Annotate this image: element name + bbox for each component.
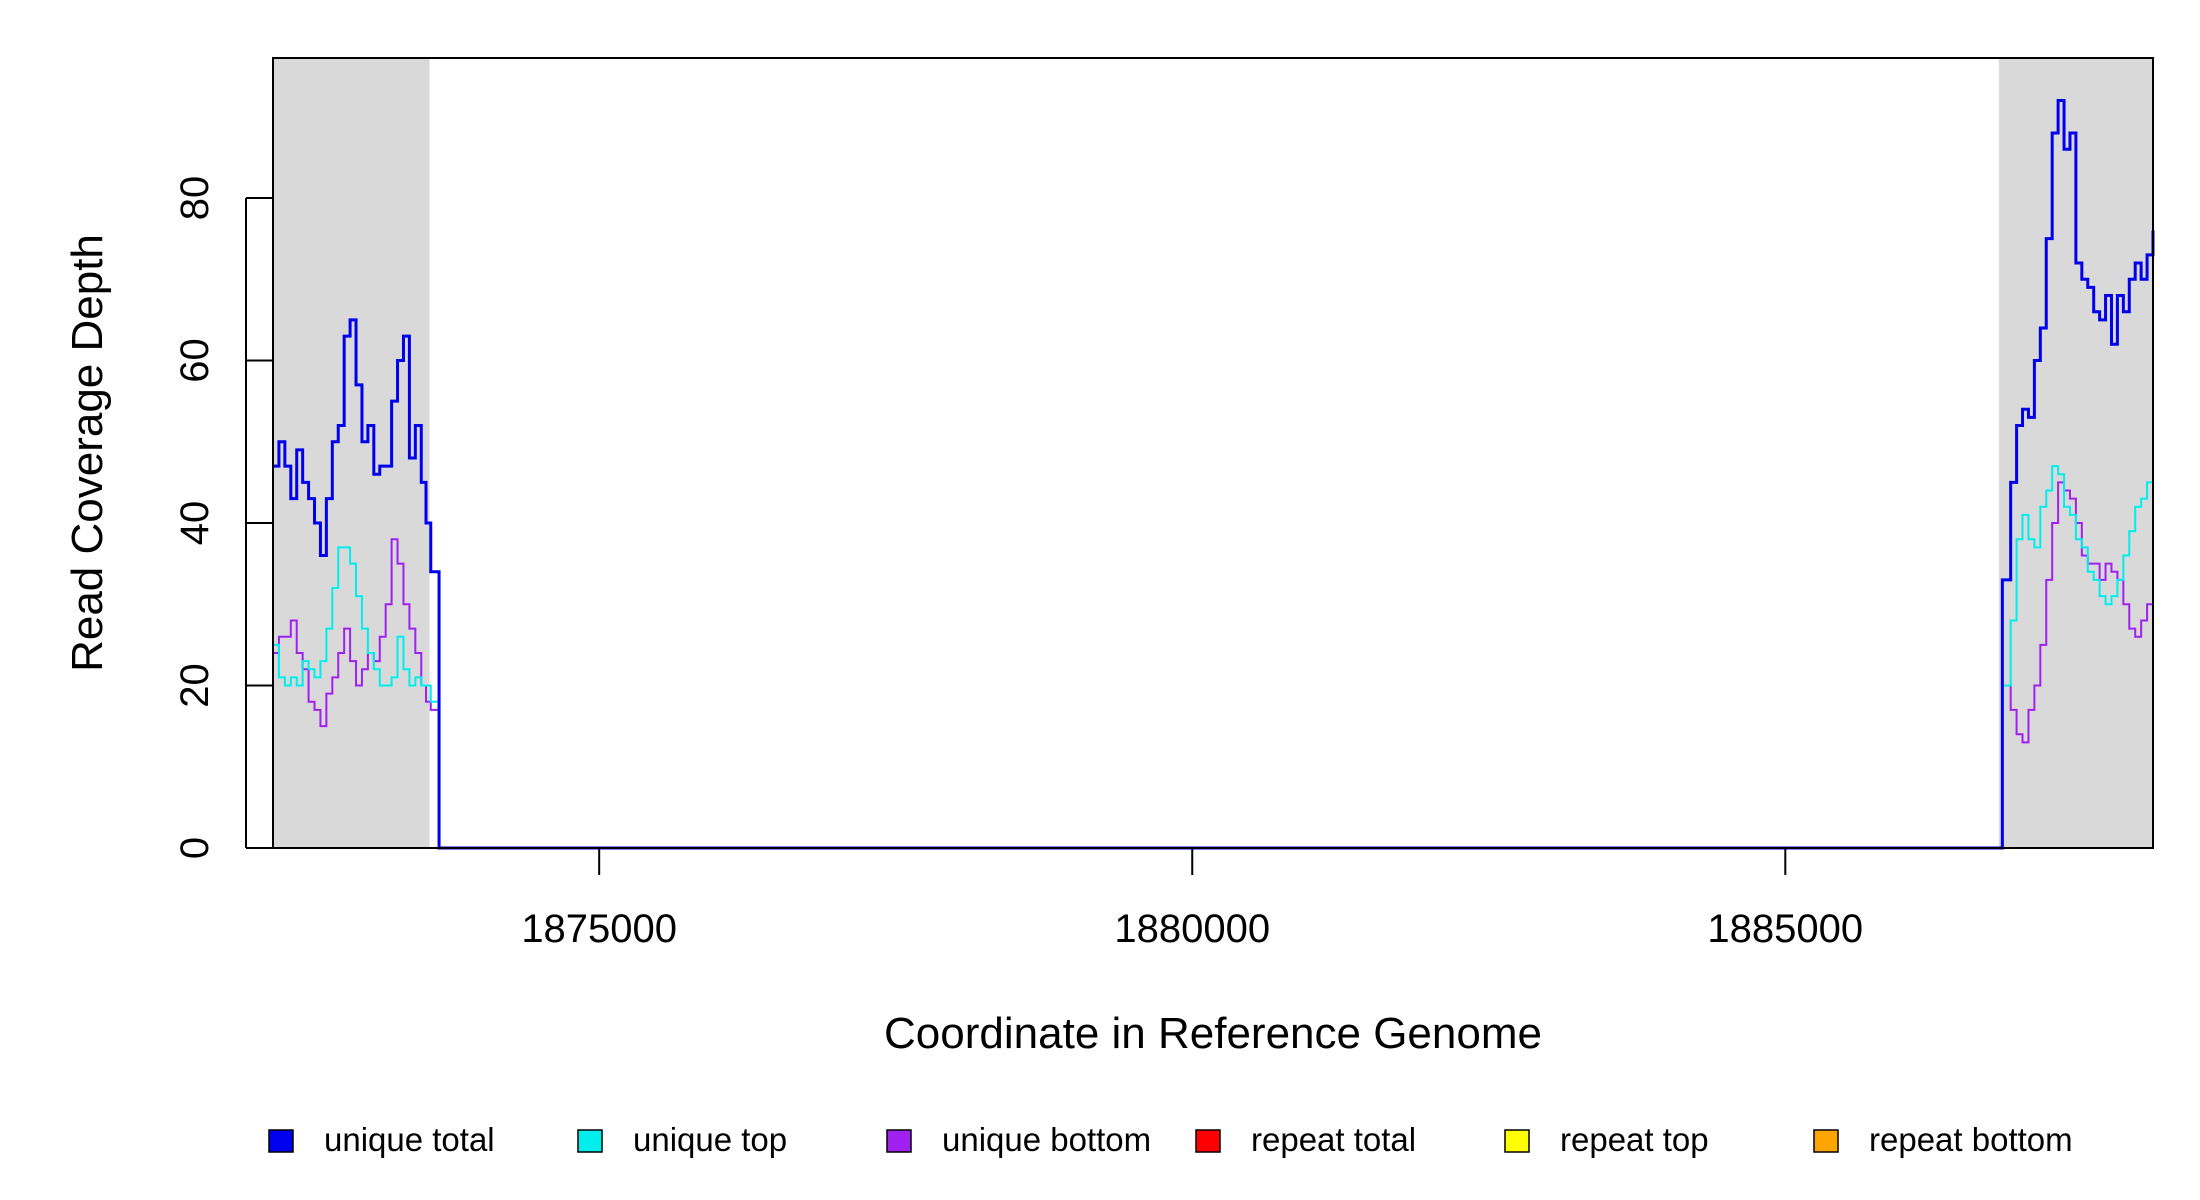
y-tick-label: 80 xyxy=(173,176,217,221)
series-line-unique-total xyxy=(273,99,2155,850)
y-tick-label: 0 xyxy=(173,837,217,859)
y-tick-label: 20 xyxy=(173,663,217,708)
legend-swatch-unique-top xyxy=(577,1129,603,1153)
legend-swatch-unique-total xyxy=(268,1129,294,1153)
series-line-unique-bottom xyxy=(273,481,2154,849)
legend-label-repeat-bottom: repeat bottom xyxy=(1869,1121,2073,1158)
series-line-unique-top xyxy=(273,465,2153,849)
legend-swatch-repeat-total xyxy=(1195,1129,1221,1153)
shaded-regions xyxy=(273,58,2153,848)
legend-swatch-repeat-top xyxy=(1504,1129,1530,1153)
legend-label-unique-bottom: unique bottom xyxy=(942,1121,1151,1158)
shaded-region-0 xyxy=(273,58,430,848)
x-tick-label: 1875000 xyxy=(521,907,677,951)
x-tick-label: 1880000 xyxy=(1114,907,1270,951)
x-tick-label: 1885000 xyxy=(1707,907,1863,951)
y-axis: 0 20 40 60 80 xyxy=(173,176,273,859)
series-lines xyxy=(273,99,2155,850)
y-tick-label: 40 xyxy=(173,501,217,546)
y-tick-label: 60 xyxy=(173,338,217,383)
legend-swatch-repeat-bottom xyxy=(1813,1129,1839,1153)
x-axis: 1875000 1880000 1885000 xyxy=(521,848,1863,951)
legend-label-repeat-total: repeat total xyxy=(1251,1121,1416,1158)
y-axis-label: Read Coverage Depth xyxy=(63,234,112,672)
x-axis-label: Coordinate in Reference Genome xyxy=(884,1009,1542,1058)
legend: unique total unique top unique bottom repea… xyxy=(268,1121,2073,1158)
legend-label-unique-top: unique top xyxy=(633,1121,787,1158)
legend-swatch-unique-bottom xyxy=(886,1129,912,1153)
plot-frame xyxy=(272,57,2154,849)
legend-label-unique-total: unique total xyxy=(324,1121,495,1158)
legend-label-repeat-top: repeat top xyxy=(1560,1121,1709,1158)
